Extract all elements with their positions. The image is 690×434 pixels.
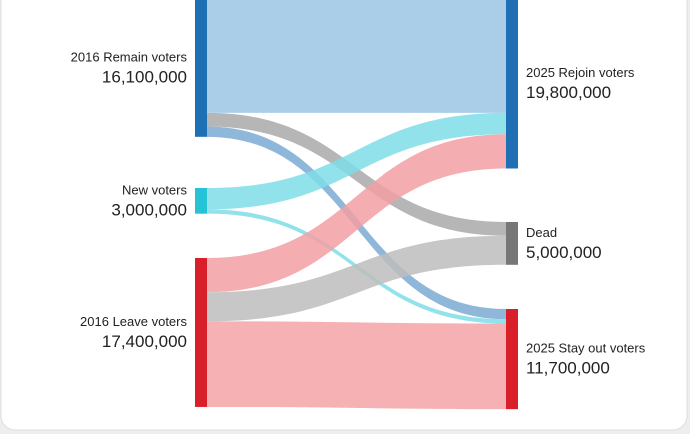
node-label: New voters bbox=[122, 182, 188, 197]
node-bar bbox=[195, 188, 207, 214]
node-value: 11,700,000 bbox=[526, 359, 610, 378]
flow bbox=[207, 112, 506, 236]
node-bar bbox=[506, 309, 518, 410]
node-label: Dead bbox=[526, 225, 557, 240]
node-bar bbox=[506, 222, 518, 265]
node-value: 19,800,000 bbox=[526, 83, 611, 102]
node-value: 16,100,000 bbox=[102, 67, 187, 86]
node-label: 2016 Remain voters bbox=[71, 49, 188, 64]
node-value: 17,400,000 bbox=[102, 332, 187, 351]
node-bar bbox=[195, 0, 207, 137]
flow bbox=[207, 112, 506, 210]
node-label: 2025 Stay out voters bbox=[526, 341, 646, 356]
node-value: 5,000,000 bbox=[526, 243, 602, 262]
flow bbox=[207, 321, 506, 410]
node-label: 2016 Leave voters bbox=[80, 314, 187, 329]
flow bbox=[207, 0, 506, 113]
node-bar bbox=[506, 0, 518, 169]
flow bbox=[207, 134, 506, 293]
flow bbox=[207, 235, 506, 322]
node-bar bbox=[195, 258, 207, 407]
node-label: 2025 Rejoin voters bbox=[526, 65, 635, 80]
node-value: 3,000,000 bbox=[111, 200, 187, 219]
